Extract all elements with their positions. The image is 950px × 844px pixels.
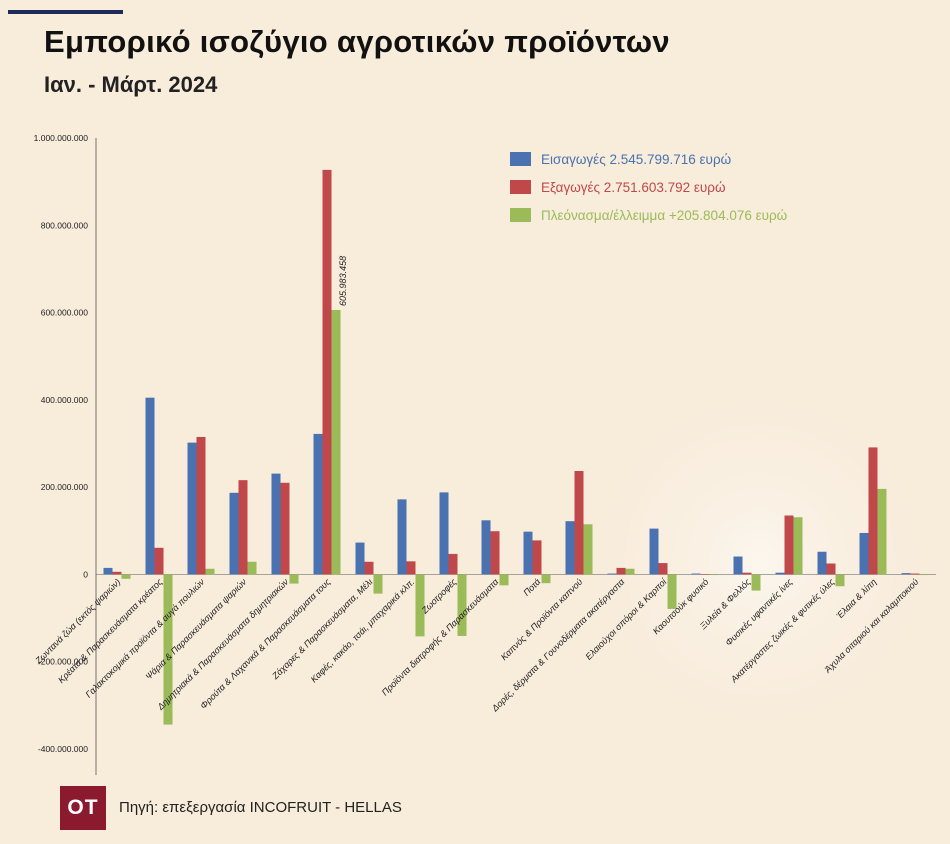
bar: [751, 574, 761, 591]
bar: [835, 574, 845, 587]
y-tick-label: -200.000.000: [38, 657, 88, 667]
bar: [271, 473, 281, 575]
bar: [397, 499, 407, 575]
legend: Εισαγωγές 2.545.799.716 ευρώ Εξαγωγές 2.7…: [510, 152, 787, 223]
bar: [406, 561, 416, 575]
bar: [616, 567, 626, 575]
bar: [229, 492, 239, 575]
bar: [901, 573, 911, 575]
bar: [355, 542, 365, 575]
bar: [331, 309, 341, 575]
bar: [877, 488, 887, 575]
bar: [448, 553, 458, 575]
bar: [145, 397, 155, 575]
bar: [541, 574, 551, 584]
y-tick-label: 1.000.000.000: [34, 133, 89, 143]
bar: [499, 574, 509, 586]
bar: [919, 574, 929, 576]
y-tick-label: 200.000.000: [41, 482, 89, 492]
accent-bar: [8, 10, 123, 14]
ot-logo: OT: [60, 786, 106, 830]
category-label: Ποτά: [521, 576, 543, 598]
background-glow: [595, 395, 925, 725]
legend-swatch: [510, 152, 531, 166]
data-label: 605.983.458: [338, 256, 348, 306]
bar: [163, 574, 173, 725]
bar: [196, 436, 206, 575]
bar: [868, 447, 878, 575]
category-label: Καπνός & Προϊόντα καπνού: [499, 577, 585, 663]
bar: [154, 547, 164, 575]
bar: [742, 572, 752, 575]
y-tick-label: -400.000.000: [38, 744, 88, 754]
bar: [691, 573, 701, 575]
legend-label: Εξαγωγές 2.751.603.792 ευρώ: [541, 180, 726, 195]
bar: [103, 567, 113, 575]
y-tick-labels: 1.000.000.000 800.000.000 600.000.000 400.0…: [34, 133, 89, 754]
category-label: Ζωντανά ζώα (εκτός ψαριών): [33, 577, 123, 667]
bar: [112, 571, 122, 575]
bar: [121, 574, 131, 579]
bar: [859, 532, 869, 575]
bar: [625, 568, 635, 575]
bar: [817, 551, 827, 575]
bar: [607, 573, 617, 575]
bar: [238, 480, 248, 575]
bar: [709, 574, 719, 576]
bar: [523, 531, 533, 575]
bar: [583, 524, 593, 575]
y-tick-label: 400.000.000: [41, 395, 89, 405]
bar: [187, 442, 197, 575]
bar: [415, 574, 425, 637]
bar: [313, 433, 323, 575]
source-note: Πηγή: επεξεργασία INCOFRUIT - HELLAS: [119, 799, 402, 816]
bar: [565, 521, 575, 575]
legend-label: Πλεόνασμα/έλλειμμα +205.804.076 ευρώ: [541, 208, 787, 223]
legend-label: Εισαγωγές 2.545.799.716 ευρώ: [541, 152, 731, 167]
annotations: 605.983.458: [338, 256, 348, 306]
bar: [649, 528, 659, 575]
category-label: Ζωοτροφές: [419, 576, 459, 616]
bar: [490, 531, 500, 575]
bar: [247, 561, 257, 575]
bars-layer: [96, 169, 936, 725]
bar: [910, 573, 920, 575]
bar: [574, 470, 584, 575]
y-tick-label: 600.000.000: [41, 308, 89, 318]
bar: [793, 517, 803, 575]
page-title: Εμπορικό ισοζύγιο αγροτικών προϊόντων: [44, 24, 670, 59]
page-subtitle: Ιαν. - Μάρτ. 2024: [44, 72, 218, 97]
bar: [457, 574, 467, 636]
bar: [205, 568, 215, 575]
bar: [667, 574, 677, 609]
bar: [364, 561, 374, 575]
bar: [322, 169, 332, 575]
y-tick-label: 800.000.000: [41, 220, 89, 230]
bar: [481, 520, 491, 575]
bar: [373, 574, 383, 594]
bar: [658, 563, 668, 575]
legend-swatch: [510, 180, 531, 194]
bar: [439, 492, 449, 575]
bar: [733, 556, 743, 575]
bar: [784, 515, 794, 575]
bar: [280, 482, 290, 575]
legend-swatch: [510, 208, 531, 222]
bar: [700, 573, 710, 575]
bar: [826, 563, 836, 575]
bar: [775, 572, 785, 575]
bar: [289, 574, 299, 584]
y-tick-label: 0: [83, 569, 88, 579]
bar: [532, 540, 542, 575]
